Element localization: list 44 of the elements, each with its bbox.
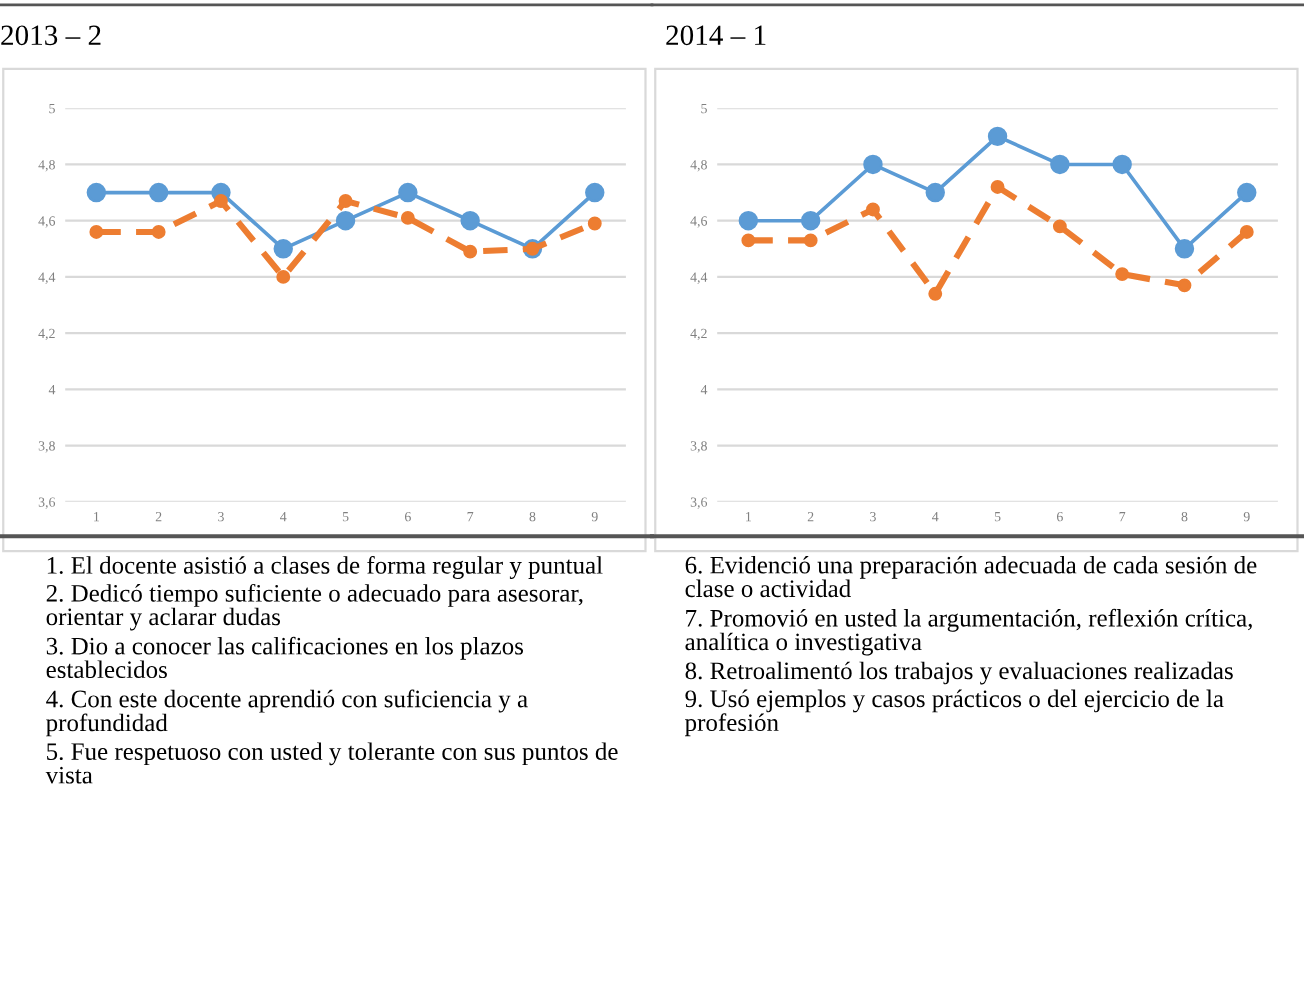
point xyxy=(338,194,353,208)
point xyxy=(89,225,104,239)
text: 4. Con este docente aprendió con suficiencia y a profundidad xyxy=(46,689,528,737)
point xyxy=(738,210,759,231)
point xyxy=(987,126,1008,147)
point xyxy=(1177,278,1192,293)
point xyxy=(151,225,166,239)
point xyxy=(990,180,1005,194)
text: 8. Retroalimentó los trabajos y evaluaciones realizadas xyxy=(685,661,1233,685)
point xyxy=(1174,239,1195,259)
point xyxy=(1050,154,1070,175)
point xyxy=(398,182,418,203)
point xyxy=(741,233,756,248)
point xyxy=(1052,219,1067,234)
point xyxy=(335,210,356,231)
point xyxy=(1115,267,1130,282)
point xyxy=(273,239,293,259)
point xyxy=(86,182,107,203)
point xyxy=(585,182,605,203)
point xyxy=(214,194,228,208)
point xyxy=(800,210,821,231)
point xyxy=(276,269,291,284)
text: 2. Dedicó tiempo suficiente o adecuado para asesorar, orientar y aclarar dudas xyxy=(46,583,583,631)
text: 1. El docente asistió a clases de forma regular y puntual xyxy=(47,555,603,579)
point xyxy=(587,216,602,231)
point xyxy=(400,210,415,225)
point xyxy=(925,182,945,203)
point xyxy=(1239,225,1254,239)
text: 7. Promovió en usted la argumentación, reflexión crítica, analítica o investigativa xyxy=(685,608,1252,656)
point xyxy=(463,244,478,259)
text: 5. Fue respetuoso con usted y tolerante con sus puntos de vista xyxy=(45,742,618,784)
point xyxy=(1237,182,1257,203)
point xyxy=(1112,154,1132,175)
chart-title: 2013 – 2 xyxy=(1,25,101,46)
point xyxy=(863,154,883,175)
point xyxy=(460,210,480,231)
text: 9. Usó ejemplos y casos prácticos o del ejercicio de la profesión xyxy=(685,689,1224,737)
text: 6. Evidenció una preparación adecuada de cada sesión de clase o actividad xyxy=(685,555,1257,598)
point xyxy=(866,202,880,217)
point xyxy=(148,182,169,203)
chart-title: 2014 – 1 xyxy=(666,25,766,46)
point xyxy=(928,286,943,301)
text: 3. Dio a conocer las calificaciones en los plazos establecidos xyxy=(46,636,524,679)
point xyxy=(803,233,818,248)
